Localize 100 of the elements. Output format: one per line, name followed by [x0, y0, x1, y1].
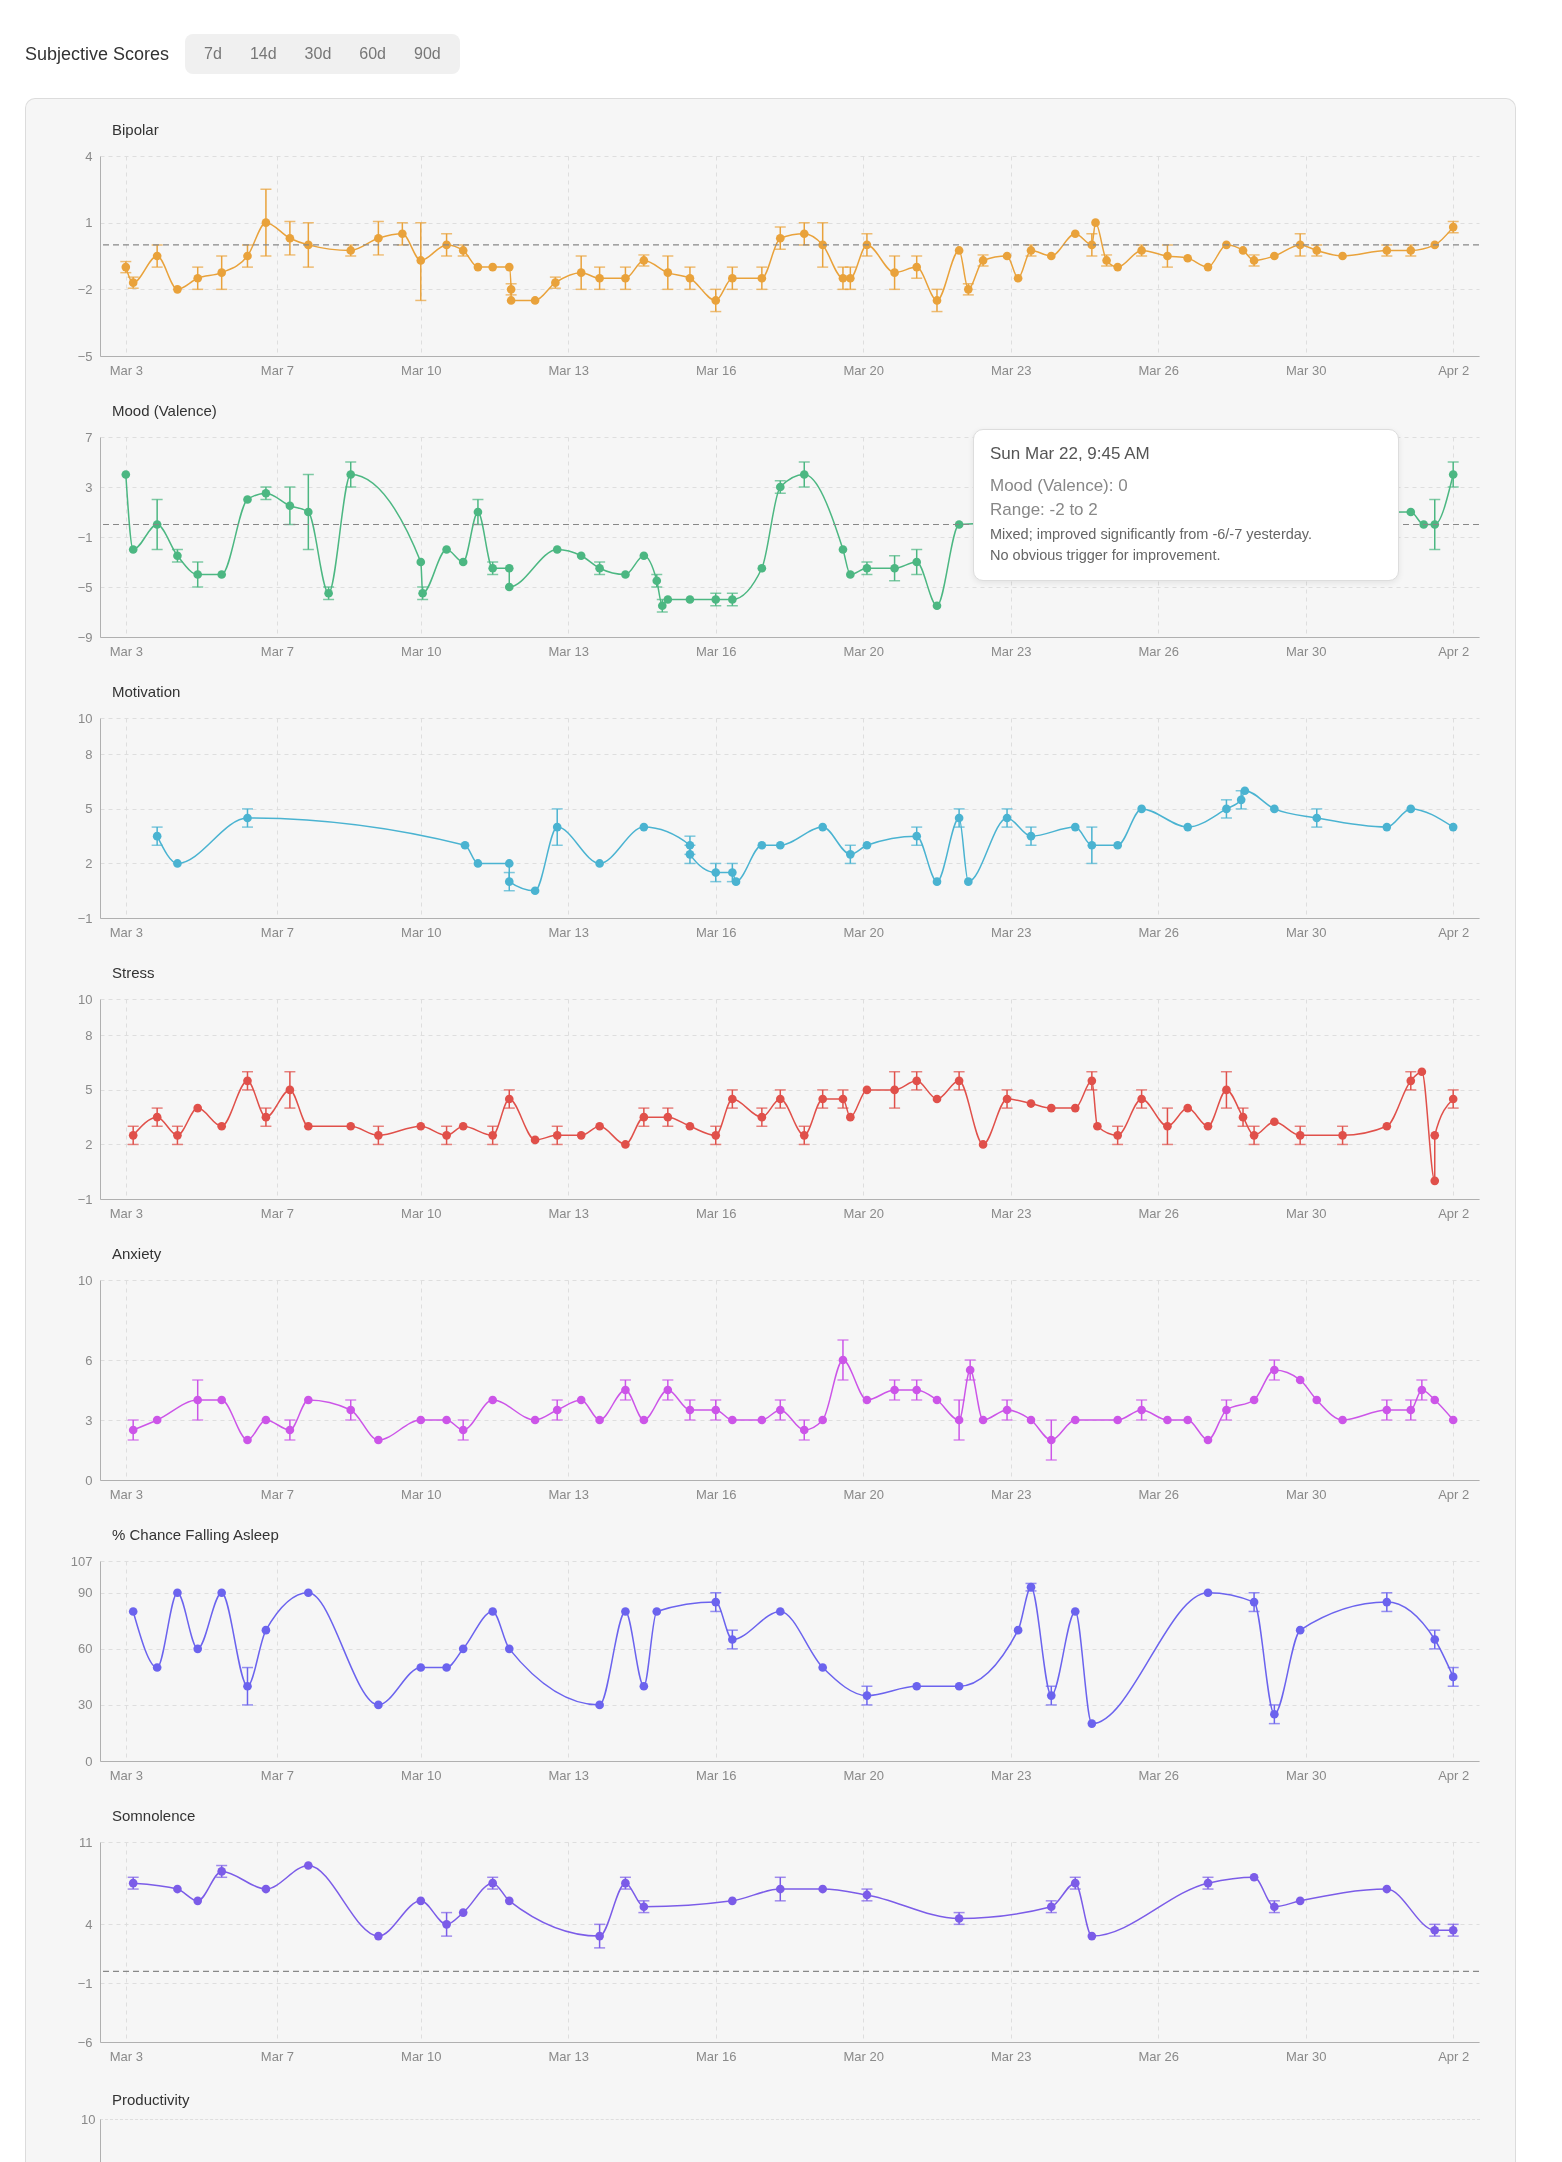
y-tick-label: 1	[85, 215, 93, 231]
x-tick-label: Mar 30	[1285, 1486, 1327, 1502]
annotation: No obvious trigger for improvement.	[990, 546, 1222, 565]
y-tick-label: 3	[85, 1412, 93, 1428]
x-tick-label: Apr 2	[1438, 924, 1470, 940]
x-tick-label: Mar 30	[1285, 643, 1327, 659]
chart-title: Somnolence	[112, 1807, 196, 1824]
x-tick-label: Apr 2	[1438, 362, 1470, 378]
y-tick-label: −5	[77, 579, 93, 595]
x-tick-label: Mar 23	[991, 1767, 1032, 1783]
x-tick-label: Mar 10	[401, 2048, 442, 2064]
y-tick-label: 2	[85, 855, 93, 871]
x-tick-label: Mar 3	[109, 2048, 143, 2064]
chart-title: Anxiety	[112, 1245, 162, 1262]
x-tick-label: Apr 2	[1438, 643, 1470, 659]
x-tick-label: Mar 26	[1138, 1205, 1179, 1221]
x-tick-label: Mar 13	[548, 924, 589, 940]
x-tick-label: Mar 13	[548, 1767, 589, 1783]
x-tick-label: Mar 30	[1285, 1767, 1327, 1783]
y-tick-label: 90	[78, 1585, 93, 1601]
y-tick-label: 11	[79, 1834, 93, 1850]
text: Productivity	[112, 2091, 190, 2108]
x-tick-label: Mar 10	[401, 1486, 442, 1502]
x-tick-label: Mar 20	[843, 1767, 884, 1783]
x-tick-label: Mar 23	[991, 924, 1032, 940]
x-tick-label: Mar 23	[991, 1486, 1032, 1502]
x-tick-label: Mar 3	[109, 362, 143, 378]
y-tick-label: −5	[77, 348, 93, 364]
chart-title: Stress	[112, 964, 155, 981]
x-tick-label: Mar 30	[1285, 924, 1327, 940]
x-tick-label: Mar 23	[991, 362, 1032, 378]
x-tick-label: Mar 20	[843, 362, 884, 378]
y-tick-label: 5	[85, 801, 93, 817]
x-tick-label: Mar 3	[109, 643, 143, 659]
x-tick-label: Mar 20	[843, 2048, 884, 2064]
y-tick-label: 8	[85, 1027, 93, 1043]
y-tick-label: 4	[85, 1916, 93, 1932]
y-tick-label: 7	[85, 429, 93, 445]
x-tick-label: Mar 7	[260, 2048, 295, 2064]
y-tick-label: −6	[77, 2034, 93, 2050]
x-tick-label: Mar 10	[401, 643, 442, 659]
y-tick-label: −1	[77, 1191, 93, 1207]
y-tick-label: −2	[77, 281, 93, 297]
y-tick-label: 3	[85, 479, 93, 495]
x-tick-label: Mar 3	[109, 1205, 143, 1221]
x-tick-label: Mar 16	[696, 362, 737, 378]
x-tick-label: Mar 20	[843, 1205, 884, 1221]
x-tick-label: Mar 13	[548, 1205, 589, 1221]
x-tick-label: Mar 7	[260, 1205, 295, 1221]
x-tick-label: Mar 30	[1285, 1205, 1327, 1221]
y-tick-label: 8	[85, 746, 93, 762]
x-tick-label: Mar 3	[109, 1767, 143, 1783]
annotation: Mood (Valence): 0	[990, 476, 1129, 496]
annotation: Sun Mar 22, 9:45 AM	[990, 444, 1151, 464]
x-tick-label: Mar 26	[1138, 1767, 1179, 1783]
y-tick-label: 10	[78, 1272, 93, 1288]
x-tick-label: Mar 26	[1138, 924, 1179, 940]
x-tick-label: Mar 13	[548, 362, 589, 378]
annotation: Mixed; improved significantly from -6/-7 yesterday.	[990, 525, 1314, 544]
x-tick-label: Mar 7	[260, 1767, 295, 1783]
x-tick-label: Mar 10	[401, 362, 442, 378]
x-tick-label: Apr 2	[1438, 2048, 1470, 2064]
y-tick-label: −1	[77, 910, 93, 926]
x-tick-label: Mar 16	[696, 1205, 737, 1221]
annotation: Range: -2 to 2	[990, 500, 1099, 520]
y-tick-label: 10	[78, 991, 93, 1007]
y-tick-label: 60	[78, 1641, 93, 1657]
y-tick-label: −9	[77, 629, 93, 645]
x-tick-label: Mar 26	[1138, 643, 1179, 659]
y-tick-label: 30	[78, 1697, 93, 1713]
x-tick-label: Mar 13	[548, 1486, 589, 1502]
x-tick-label: Mar 26	[1138, 2048, 1179, 2064]
x-tick-label: Mar 7	[260, 362, 295, 378]
x-tick-label: Mar 23	[991, 2048, 1032, 2064]
x-tick-label: Mar 3	[109, 924, 143, 940]
x-tick-label: Mar 23	[991, 643, 1032, 659]
x-tick-label: Mar 7	[260, 1486, 295, 1502]
x-tick-label: Mar 26	[1138, 362, 1179, 378]
x-tick-label: Mar 13	[548, 643, 589, 659]
x-tick-label: Mar 30	[1285, 362, 1327, 378]
x-tick-label: Mar 10	[401, 924, 442, 940]
x-tick-label: Mar 16	[696, 1767, 737, 1783]
x-tick-label: Mar 7	[260, 924, 295, 940]
chart-title: Bipolar	[112, 121, 159, 138]
x-tick-label: Mar 16	[696, 924, 737, 940]
x-tick-label: Mar 3	[109, 1486, 143, 1502]
x-tick-label: Mar 16	[696, 2048, 737, 2064]
x-tick-label: Apr 2	[1438, 1205, 1470, 1221]
x-tick-label: Mar 30	[1285, 2048, 1327, 2064]
x-tick-label: Mar 16	[696, 643, 737, 659]
x-tick-label: Mar 20	[843, 1486, 884, 1502]
text: Subjective Scores	[25, 43, 170, 65]
x-tick-label: Mar 23	[991, 1205, 1032, 1221]
chart-title: Mood (Valence)	[112, 402, 217, 419]
x-tick-label: Mar 10	[401, 1205, 442, 1221]
x-tick-label: Mar 20	[843, 643, 884, 659]
chart-title: % Chance Falling Asleep	[112, 1526, 279, 1543]
y-tick-label: 107	[70, 1553, 93, 1569]
chart-title: Motivation	[112, 683, 181, 700]
x-tick-label: Mar 7	[260, 643, 295, 659]
